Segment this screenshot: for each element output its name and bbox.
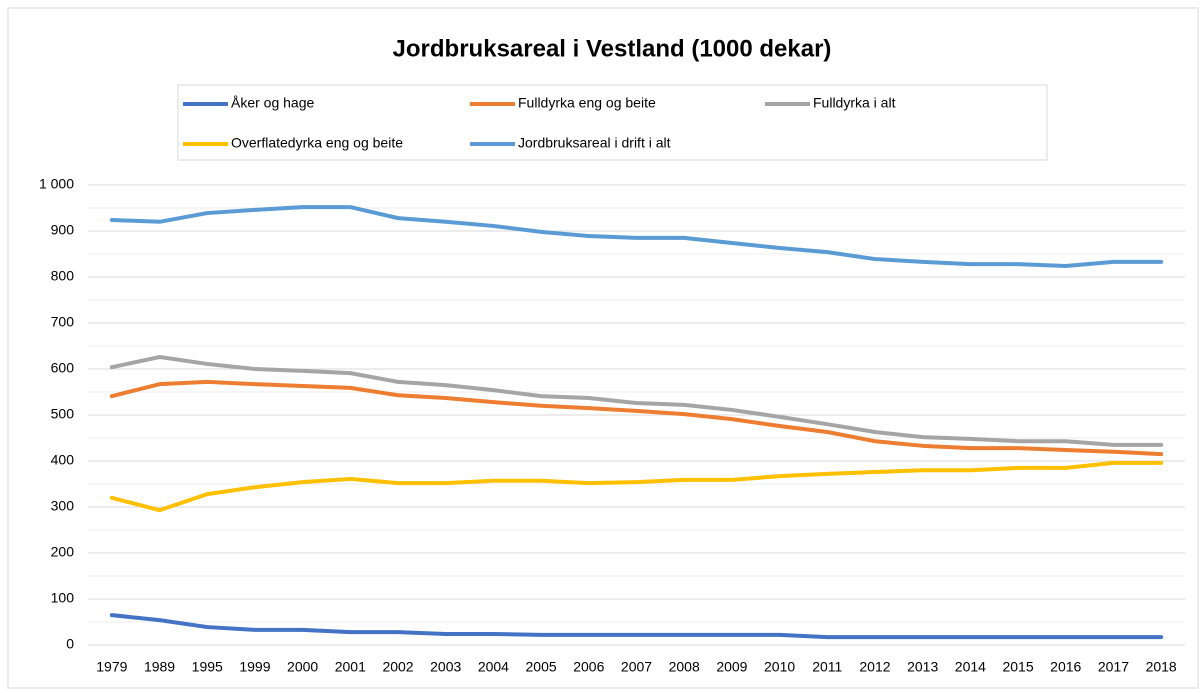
series-line xyxy=(109,205,1164,268)
legend-label: Jordbruksareal i drift i alt xyxy=(518,135,671,151)
x-tick-label: 2013 xyxy=(907,659,938,675)
x-tick-label: 1989 xyxy=(144,659,175,675)
series-line xyxy=(109,355,1164,447)
x-tick-label: 2018 xyxy=(1146,659,1177,675)
x-tick-label: 2012 xyxy=(859,659,890,675)
x-tick-label: 2011 xyxy=(812,659,842,675)
legend-box xyxy=(177,84,1048,161)
series-line xyxy=(109,379,1164,457)
y-tick-label: 600 xyxy=(51,360,75,376)
legend-label: Åker og hage xyxy=(231,95,314,111)
x-tick-label: 2007 xyxy=(621,659,652,675)
legend-label: Fulldyrka i alt xyxy=(813,95,896,111)
x-tick-label: 2009 xyxy=(716,659,747,675)
x-tick-label: 2006 xyxy=(573,659,604,675)
legend-label: Overflatedyrka eng og beite xyxy=(231,135,403,151)
x-tick-label: 2000 xyxy=(287,659,318,675)
y-tick-label: 1 000 xyxy=(39,176,74,192)
x-tick-label: 2015 xyxy=(1002,659,1033,675)
chart-title: Jordbruksareal i Vestland (1000 dekar) xyxy=(393,35,832,62)
series-line xyxy=(109,613,1164,640)
y-tick-label: 300 xyxy=(51,498,75,514)
y-tick-label: 500 xyxy=(51,406,75,422)
x-tick-label: 2008 xyxy=(669,659,700,675)
series-line xyxy=(109,460,1164,513)
x-tick-label: 2014 xyxy=(955,659,986,675)
x-tick-label: 2001 xyxy=(335,659,366,675)
y-tick-label: 800 xyxy=(51,268,75,284)
y-tick-label: 700 xyxy=(51,314,75,330)
y-tick-label: 0 xyxy=(66,636,74,652)
y-tick-label: 200 xyxy=(51,544,75,560)
y-tick-label: 900 xyxy=(51,222,75,238)
x-tick-label: 2017 xyxy=(1098,659,1129,675)
x-tick-label: 2004 xyxy=(478,659,509,675)
x-tick-label: 2016 xyxy=(1050,659,1081,675)
y-tick-label: 400 xyxy=(51,452,75,468)
x-tick-label: 2005 xyxy=(526,659,557,675)
x-tick-label: 1999 xyxy=(239,659,270,675)
x-tick-label: 2002 xyxy=(382,659,413,675)
x-tick-label: 2003 xyxy=(430,659,461,675)
x-tick-label: 1979 xyxy=(96,659,127,675)
x-tick-label: 1995 xyxy=(192,659,223,675)
x-tick-label: 2010 xyxy=(764,659,795,675)
legend-label: Fulldyrka eng og beite xyxy=(518,95,656,111)
y-tick-label: 100 xyxy=(51,590,75,606)
